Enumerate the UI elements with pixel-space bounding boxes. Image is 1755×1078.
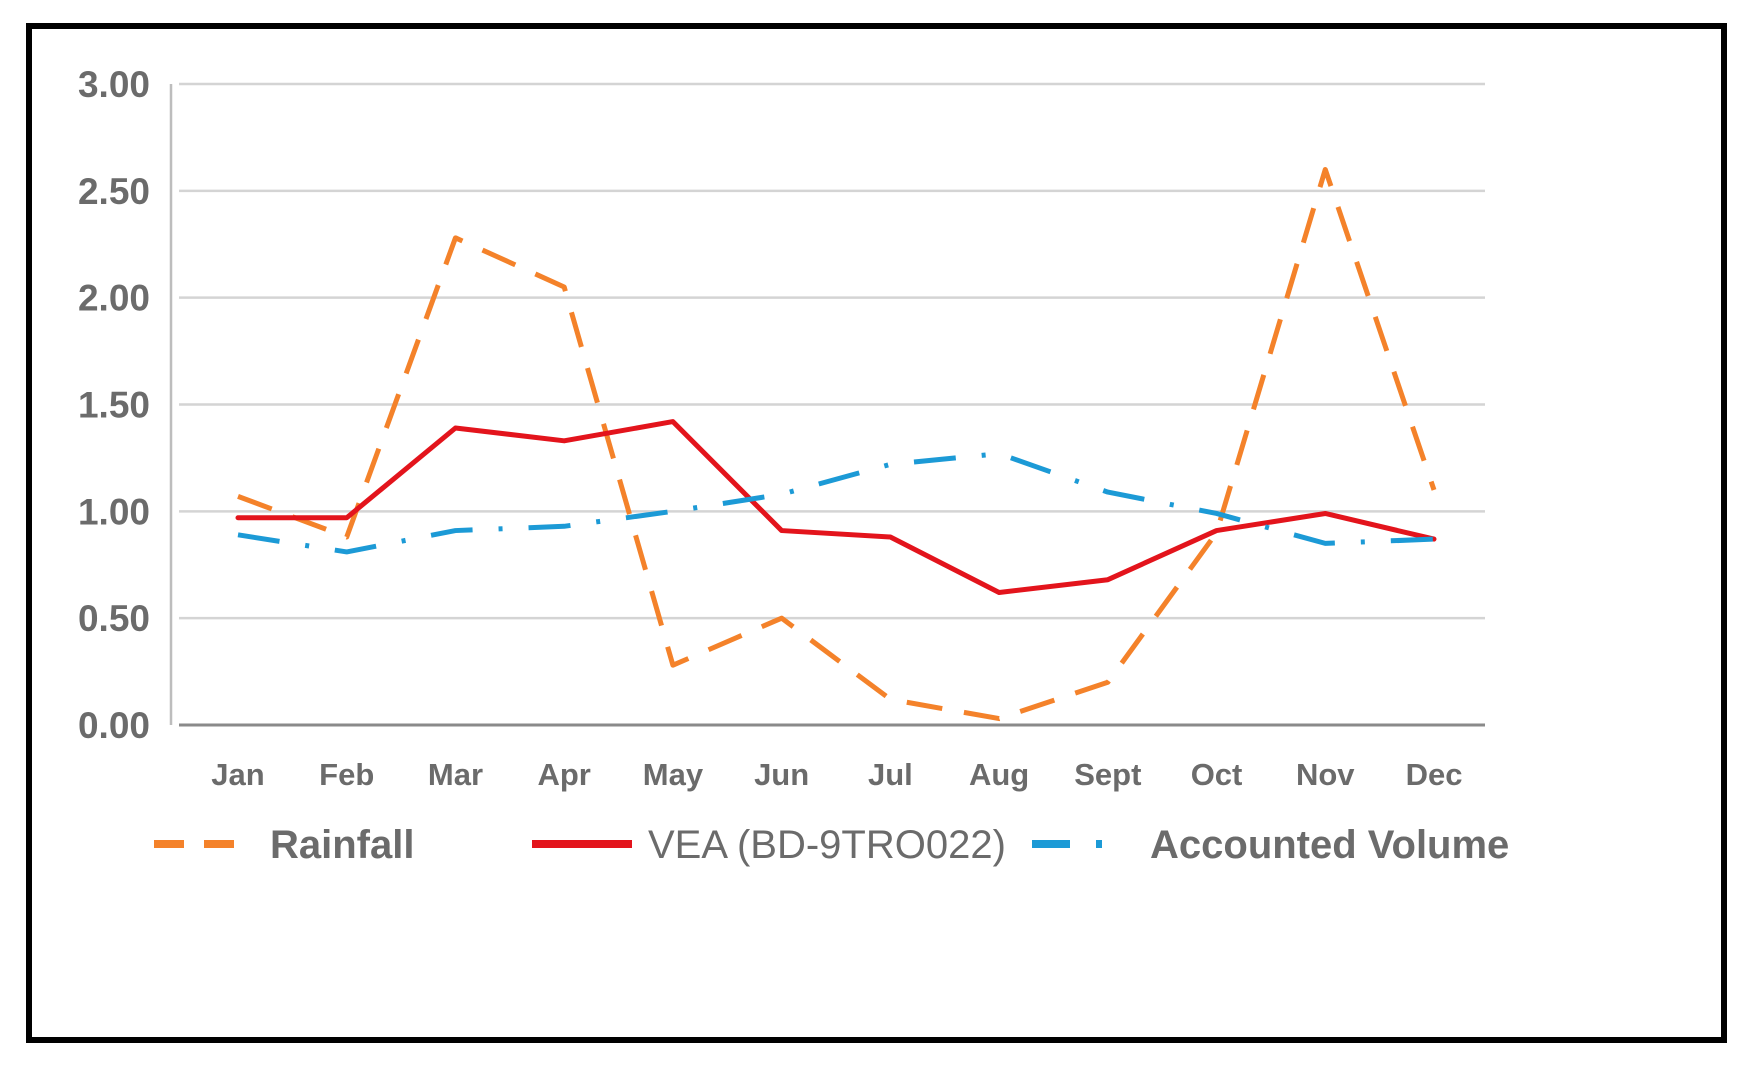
x-tick-label: Jan (211, 757, 264, 792)
line-chart: 0.00 0.50 1.00 1.50 2.00 2.50 3.00 Jan Feb Mar Ap… (78, 64, 1509, 867)
series-line-vea-bd-9tro022 (235, 419, 1437, 596)
x-tick-label: Dec (1406, 757, 1463, 792)
series-lines (235, 166, 1437, 722)
legend-label: Rainfall (270, 823, 414, 867)
x-tick-label: Mar (428, 757, 483, 792)
y-axis-ticks: 0.00 0.50 1.00 1.50 2.00 2.50 3.00 (78, 64, 150, 746)
y-tick-label: 1.50 (78, 385, 150, 426)
series-line-rainfall (237, 166, 1437, 722)
y-tick-label: 2.50 (78, 171, 150, 212)
x-tick-label: May (643, 757, 704, 792)
x-tick-label: Nov (1296, 757, 1355, 792)
y-tick-label: 0.50 (78, 598, 150, 639)
x-tick-label: Apr (537, 757, 590, 792)
y-tick-label: 0.00 (78, 705, 150, 746)
y-tick-label: 3.00 (78, 64, 150, 105)
x-tick-label: Sept (1074, 757, 1141, 792)
x-axis-ticks: Jan Feb Mar Apr May Jun Jul Aug Sept Oct Nov Dec (211, 757, 1462, 792)
chart-frame: 0.00 0.50 1.00 1.50 2.00 2.50 3.00 Jan Feb Mar Ap… (26, 23, 1727, 1043)
x-tick-label: Jun (754, 757, 809, 792)
series-line-accounted-volume (237, 451, 1435, 555)
x-tick-label: Jul (868, 757, 913, 792)
legend-label: VEA (BD-9TRO022) (648, 823, 1006, 867)
y-tick-label: 2.00 (78, 278, 150, 319)
y-tick-label: 1.00 (78, 491, 150, 532)
legend: Rainfall VEA (BD-9TRO022) Accounted Volume (154, 823, 1509, 867)
gridlines (169, 82, 1485, 727)
x-tick-label: Aug (969, 757, 1029, 792)
legend-label: Accounted Volume (1150, 823, 1509, 867)
x-tick-label: Oct (1191, 757, 1243, 792)
x-tick-label: Feb (319, 757, 374, 792)
